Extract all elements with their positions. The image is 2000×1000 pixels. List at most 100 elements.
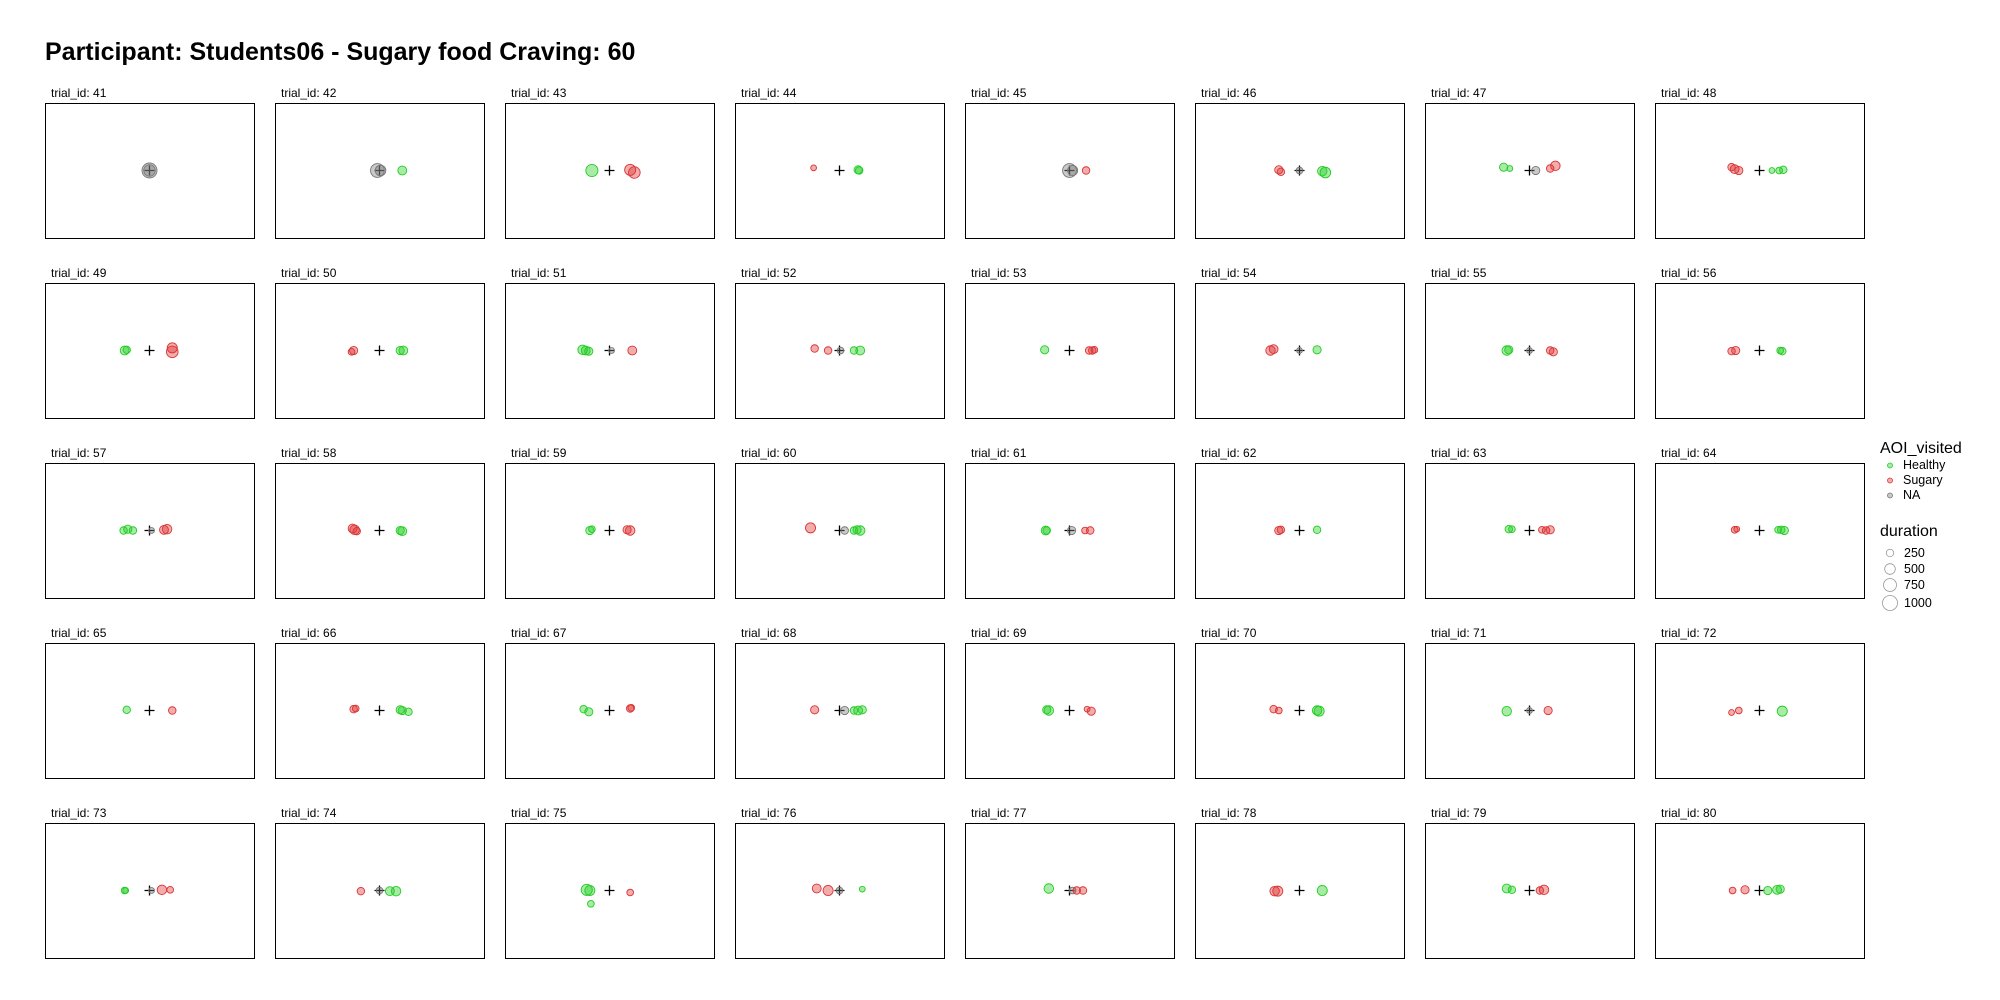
plot-area [1425, 643, 1635, 779]
gaze-point [1312, 525, 1322, 535]
plot-area [1195, 283, 1405, 419]
legend-size-circle-500 [1884, 563, 1896, 575]
gaze-point [1042, 526, 1051, 535]
gaze-point [1043, 705, 1054, 716]
gaze-point [166, 345, 179, 359]
gaze-point [404, 707, 413, 717]
facet-label: trial_id: 80 [1661, 806, 1717, 820]
gaze-point [810, 164, 817, 172]
legend-label-na: NA [1903, 488, 1921, 502]
facet-label: trial_id: 49 [51, 266, 107, 280]
legend-size: duration 250 500 750 1000 [1880, 523, 1995, 611]
fixation-cross [1754, 525, 1765, 536]
scatter-svg [1499, 160, 1561, 176]
facet-label: trial_id: 46 [1201, 86, 1257, 100]
gaze-point [168, 706, 177, 715]
gaze-point [397, 165, 408, 176]
scatter-svg [1501, 883, 1550, 896]
fixation-cross [144, 345, 155, 356]
legend-size-entry-1000: 1000 [1880, 595, 1995, 611]
fixation-cross [604, 165, 615, 176]
scatter-svg [580, 883, 635, 908]
gaze-point [1043, 883, 1054, 894]
legend-swatch-healthy [1887, 462, 1893, 469]
gaze-point [584, 885, 596, 896]
gaze-point [823, 346, 833, 355]
legend-size-entry-500: 500 [1880, 561, 1995, 577]
gaze-point [588, 525, 596, 533]
scatter-svg [119, 523, 173, 536]
facet-label: trial_id: 43 [511, 86, 567, 100]
scatter-svg [349, 704, 413, 717]
scatter-svg [120, 884, 175, 896]
facet-label: trial_id: 60 [741, 446, 797, 460]
fixation-cross [374, 705, 385, 716]
scatter-svg [1728, 705, 1788, 717]
facet-label: trial_id: 70 [1201, 626, 1257, 640]
legend-size-label-500: 500 [1904, 562, 1925, 576]
facet-label: trial_id: 41 [51, 86, 107, 100]
gaze-point [811, 883, 822, 894]
gaze-point [1504, 345, 1514, 355]
gaze-point [1274, 706, 1283, 715]
facet-label: trial_id: 73 [51, 806, 107, 820]
plot-area [735, 643, 945, 779]
gaze-point [1085, 526, 1095, 535]
gaze-point [390, 885, 402, 897]
scatter-svg [1727, 162, 1788, 176]
plot-area [1425, 463, 1635, 599]
plot-area [1195, 463, 1405, 599]
legend-size-circle-750 [1883, 578, 1897, 592]
gaze-point [1526, 707, 1533, 714]
gaze-point [1526, 347, 1533, 354]
gaze-point [1531, 165, 1541, 176]
facet-label: trial_id: 55 [1431, 266, 1487, 280]
plot-area [45, 463, 255, 599]
facet-label: trial_id: 61 [971, 446, 1027, 460]
gaze-point [1067, 165, 1079, 176]
scatter-svg [1040, 525, 1095, 536]
fixation-cross [1294, 885, 1305, 896]
gaze-point [840, 705, 850, 716]
plot-area [1655, 283, 1865, 419]
scatter-svg [1730, 525, 1789, 536]
fixation-cross [834, 525, 845, 536]
gaze-point [1545, 525, 1555, 535]
fixation-cross [1754, 165, 1765, 176]
scatter-svg [1728, 884, 1785, 896]
legend-key-healthy [1887, 462, 1893, 469]
gaze-point [587, 899, 595, 908]
gaze-point [1040, 345, 1050, 355]
plot-area [505, 463, 715, 599]
facet-label: trial_id: 72 [1661, 626, 1717, 640]
gaze-point [1774, 526, 1782, 534]
gaze-point [626, 888, 635, 897]
gaze-point [161, 523, 173, 535]
gaze-point [398, 345, 409, 356]
facet-label: trial_id: 52 [741, 266, 797, 280]
fixation-cross [1064, 705, 1075, 716]
legend-size-label-750: 750 [1904, 578, 1925, 592]
gaze-point [1538, 884, 1550, 896]
gaze-point [627, 704, 636, 712]
scatter-svg [805, 522, 866, 536]
facet-label: trial_id: 58 [281, 446, 337, 460]
gaze-point [854, 166, 864, 175]
gaze-point [1779, 165, 1788, 175]
scatter-svg [1265, 344, 1322, 356]
facet-label: trial_id: 62 [1201, 446, 1257, 460]
gaze-point [128, 526, 138, 535]
facet-label: trial_id: 68 [741, 626, 797, 640]
gaze-point [1276, 167, 1286, 177]
gaze-point [1078, 886, 1088, 895]
gaze-point [347, 348, 356, 356]
fixation-cross [1294, 525, 1305, 536]
gaze-point [1296, 347, 1303, 354]
scatter-svg [122, 705, 177, 716]
facet-label: trial_id: 56 [1661, 266, 1717, 280]
fixation-cross [144, 705, 155, 716]
gaze-point [1272, 885, 1284, 897]
legend-size-label-250: 250 [1904, 546, 1925, 560]
gaze-point [1501, 883, 1512, 894]
gaze-point [156, 884, 168, 896]
